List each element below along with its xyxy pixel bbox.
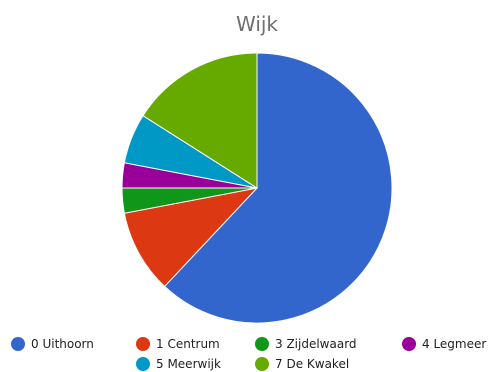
legend-label: 7 De Kwakel <box>275 357 349 371</box>
pie-slice-1-centrum[interactable] <box>123 187 259 288</box>
legend-item[interactable]: 3 Zijdelwaard <box>255 337 357 351</box>
legend-label: 0 Uithoorn <box>31 337 94 351</box>
legend-marker <box>136 337 150 351</box>
legend-label: 5 Meerwijk <box>156 357 221 371</box>
legend-marker <box>402 337 416 351</box>
legend-item[interactable]: 7 De Kwakel <box>255 357 349 371</box>
legend: 0 Uithoorn 1 Centrum 3 Zijdelwaard 4 Legmee… <box>11 337 486 371</box>
legend-marker <box>255 337 269 351</box>
legend-item[interactable]: 1 Centrum <box>136 337 220 351</box>
legend-label: 3 Zijdelwaard <box>275 337 357 351</box>
legend-label: 4 Legmeer <box>422 337 486 351</box>
legend-item[interactable]: 0 Uithoorn <box>11 337 94 351</box>
legend-label: 1 Centrum <box>156 337 220 351</box>
pie-slice-0-uithoorn[interactable] <box>163 52 393 324</box>
pie-slices <box>121 52 393 324</box>
legend-item[interactable]: 4 Legmeer <box>402 337 486 351</box>
legend-marker <box>255 357 269 371</box>
pie-slice-7-de-kwakel[interactable] <box>142 52 258 189</box>
legend-item[interactable]: 5 Meerwijk <box>136 357 221 371</box>
chart-title: Wijk <box>235 12 279 36</box>
legend-marker <box>136 357 150 371</box>
legend-marker <box>11 337 25 351</box>
